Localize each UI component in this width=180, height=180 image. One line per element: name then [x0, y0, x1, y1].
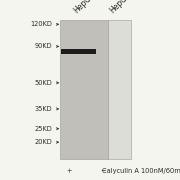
Text: HepG2: HepG2	[108, 0, 133, 15]
Text: 90KD: 90KD	[35, 43, 52, 50]
Bar	[61, 49, 96, 54]
Text: −: −	[101, 168, 106, 174]
Text: 50KD: 50KD	[34, 80, 52, 86]
Text: +: +	[67, 168, 72, 174]
Text: Calyculin A 100nM/60min: Calyculin A 100nM/60min	[102, 168, 180, 174]
Text: 20KD: 20KD	[34, 139, 52, 145]
Text: 25KD: 25KD	[34, 126, 52, 132]
Text: 120KD: 120KD	[30, 21, 52, 27]
Bar	[108, 20, 131, 159]
Text: 35KD: 35KD	[35, 106, 52, 112]
Text: HepG2: HepG2	[72, 0, 97, 15]
Bar	[60, 20, 108, 159]
